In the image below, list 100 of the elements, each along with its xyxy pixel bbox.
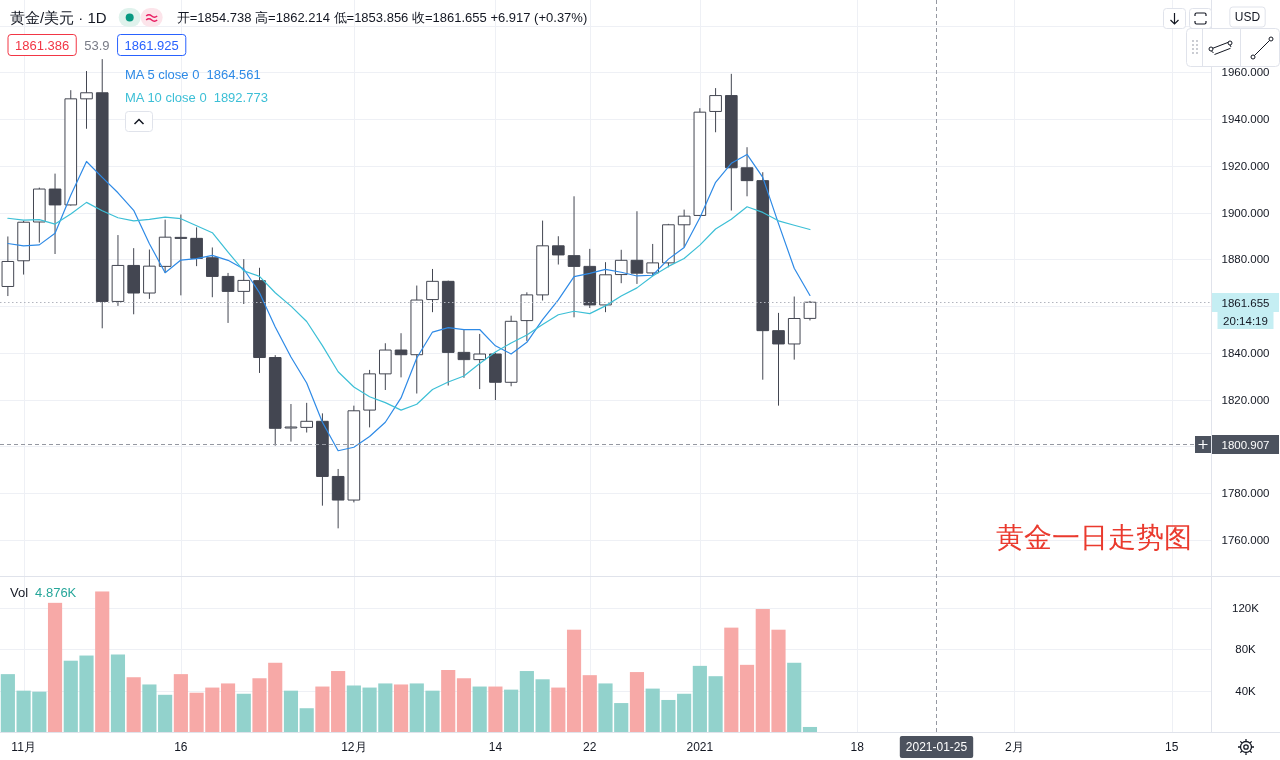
- candlestick: [363, 369, 376, 428]
- candlestick: [331, 468, 345, 529]
- bar: [346, 685, 361, 732]
- bar: [739, 664, 755, 732]
- y-tick-label: 1960.000: [1221, 66, 1270, 79]
- candlestick: [64, 89, 78, 207]
- bar: [0, 674, 15, 732]
- y-tick-label: 1900.000: [1221, 206, 1270, 219]
- text: USD: [1234, 10, 1261, 24]
- bar: [441, 670, 456, 732]
- candlestick: [740, 146, 754, 197]
- bar: [802, 726, 818, 732]
- y-tick-label: 1940.000: [1221, 113, 1270, 126]
- bar: [110, 654, 126, 732]
- candlestick: [394, 332, 408, 378]
- candlestick: [677, 209, 691, 248]
- bar: [629, 672, 645, 732]
- bar: [173, 674, 188, 732]
- line-series: [7, 201, 811, 411]
- bar: [126, 677, 141, 732]
- candlestick: [1, 235, 15, 297]
- candlestick: [253, 267, 266, 374]
- y-tick-label: 1760.000: [1221, 533, 1270, 546]
- y-tick-label: 1880.000: [1221, 253, 1270, 266]
- bar: [519, 671, 534, 732]
- candlestick: [410, 285, 424, 394]
- candlestick: [662, 223, 675, 268]
- bar: [95, 591, 110, 732]
- bar: [488, 686, 503, 732]
- y-tick-label: 40K: [1235, 684, 1257, 697]
- candlestick: [174, 214, 188, 296]
- y-tick-label: 120K: [1232, 602, 1260, 614]
- candlestick: [33, 187, 46, 244]
- candlestick: [709, 87, 722, 133]
- candlestick: [614, 249, 628, 284]
- candlestick: [206, 246, 219, 298]
- bar: [787, 662, 802, 732]
- candlestick: [143, 249, 156, 300]
- bar: [504, 689, 519, 732]
- candlestick: [347, 405, 361, 503]
- x-tick-label: 16: [174, 740, 188, 754]
- y-tick-label: 1840.000: [1221, 346, 1270, 359]
- x-tick-label: 12月: [341, 740, 367, 754]
- x-tick-label: 14: [488, 740, 503, 754]
- bar: [456, 678, 472, 732]
- y-tick-label: 1920.000: [1221, 159, 1270, 172]
- bar: [692, 665, 707, 732]
- y-tick-label: 1780.000: [1221, 487, 1270, 500]
- candlestick: [489, 352, 502, 401]
- candlestick: [300, 402, 313, 434]
- annotation: 1861.925: [124, 37, 179, 53]
- x-tick-label: 15: [1165, 740, 1179, 754]
- candlestick: [787, 296, 801, 361]
- candlestick: [552, 235, 565, 266]
- bar: [299, 708, 314, 732]
- bar: [724, 627, 739, 732]
- candlestick: [457, 328, 471, 379]
- candlestick: [221, 272, 235, 324]
- axis-note: 1861.655: [1212, 293, 1279, 312]
- candlestick: [95, 58, 109, 329]
- candlestick: [772, 312, 785, 407]
- text: 20:14:19: [1223, 314, 1268, 327]
- bar: [315, 686, 330, 732]
- text: 开=1854.738 高=1862.214 低=1853.856 收=1861.655 +6.917 (+0.37%): [176, 9, 588, 25]
- candlestick: [520, 291, 534, 342]
- bar: [47, 602, 63, 732]
- candlestick: [599, 261, 612, 313]
- candlestick: [80, 70, 93, 130]
- bar: [566, 629, 582, 732]
- bar: [283, 690, 299, 732]
- candlestick: [725, 73, 738, 212]
- axis-note: 1800.907: [1212, 435, 1279, 454]
- candlestick: [426, 268, 439, 313]
- candlestick: [536, 220, 549, 301]
- annotation: 1861.386: [15, 37, 70, 53]
- x-tick-label: 11月: [11, 740, 36, 754]
- bar: [158, 694, 173, 732]
- x-tick-label: 18: [850, 740, 865, 754]
- candlestick: [583, 248, 597, 309]
- candlestick: [441, 280, 455, 387]
- x-tick-label: 2021: [686, 740, 714, 754]
- bar: [708, 676, 723, 732]
- y-tick-label: 1820.000: [1221, 393, 1270, 406]
- candlestick: [158, 219, 172, 274]
- bar: [393, 684, 409, 732]
- bar: [551, 687, 566, 732]
- candlestick: [48, 173, 62, 255]
- legend: MA 5 close 0 1864.561 MA 10 close 0 1892.773: [125, 66, 268, 105]
- candlestick: [111, 234, 125, 307]
- candlestick: [190, 226, 203, 267]
- candlestick: [268, 354, 282, 447]
- annotation: 53.9: [84, 37, 110, 53]
- bar: [677, 693, 692, 732]
- candlestick: [646, 243, 659, 277]
- annotation: 黄金一日走势图: [995, 521, 1192, 553]
- candlestick: [803, 300, 817, 321]
- candlestick: [567, 195, 581, 318]
- x-tick-label: 2021-01-25: [905, 740, 968, 754]
- candlestick: [316, 412, 329, 507]
- text: 黄金/美元 · 1D: [10, 8, 107, 26]
